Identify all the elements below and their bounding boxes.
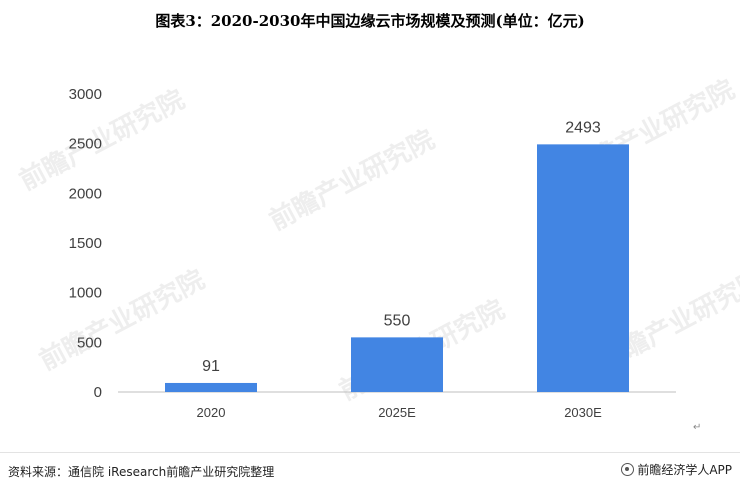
return-mark: ↵	[693, 422, 702, 433]
publisher-logo-icon	[621, 463, 635, 476]
data-label: 550	[384, 312, 411, 329]
data-label: 2493	[565, 119, 601, 136]
chart-title: 图表3：2020-2030年中国边缘云市场规模及预测(单位：亿元)	[155, 12, 585, 30]
x-tick-label: 2030E	[564, 405, 602, 420]
publisher-credit: 前瞻经济学人APP	[621, 461, 732, 478]
source-note: 资料来源：通信院 iResearch前瞻产业研究院整理	[8, 465, 275, 479]
footer-bar: 资料来源：通信院 iResearch前瞻产业研究院整理 前瞻经济学人APP	[0, 452, 740, 492]
bar-chart: 0 500 1000 1500 2000 2500 3000 91 2020 550 2025E 24…	[69, 86, 676, 420]
y-tick-label: 2000	[69, 185, 102, 202]
x-tick-label: 2025E	[378, 405, 416, 420]
bar	[537, 144, 629, 392]
y-tick-label: 1500	[69, 235, 102, 252]
bar	[351, 337, 443, 392]
y-tick-label: 2500	[69, 136, 102, 153]
y-tick-label: 3000	[69, 86, 102, 103]
y-tick-label: 0	[94, 384, 102, 401]
y-tick-label: 1000	[69, 285, 102, 302]
y-tick-label: 500	[77, 334, 102, 351]
x-tick-label: 2020	[197, 405, 226, 420]
publisher-name: 前瞻经济学人APP	[637, 463, 732, 477]
bar	[165, 382, 257, 392]
data-label: 91	[202, 358, 220, 375]
